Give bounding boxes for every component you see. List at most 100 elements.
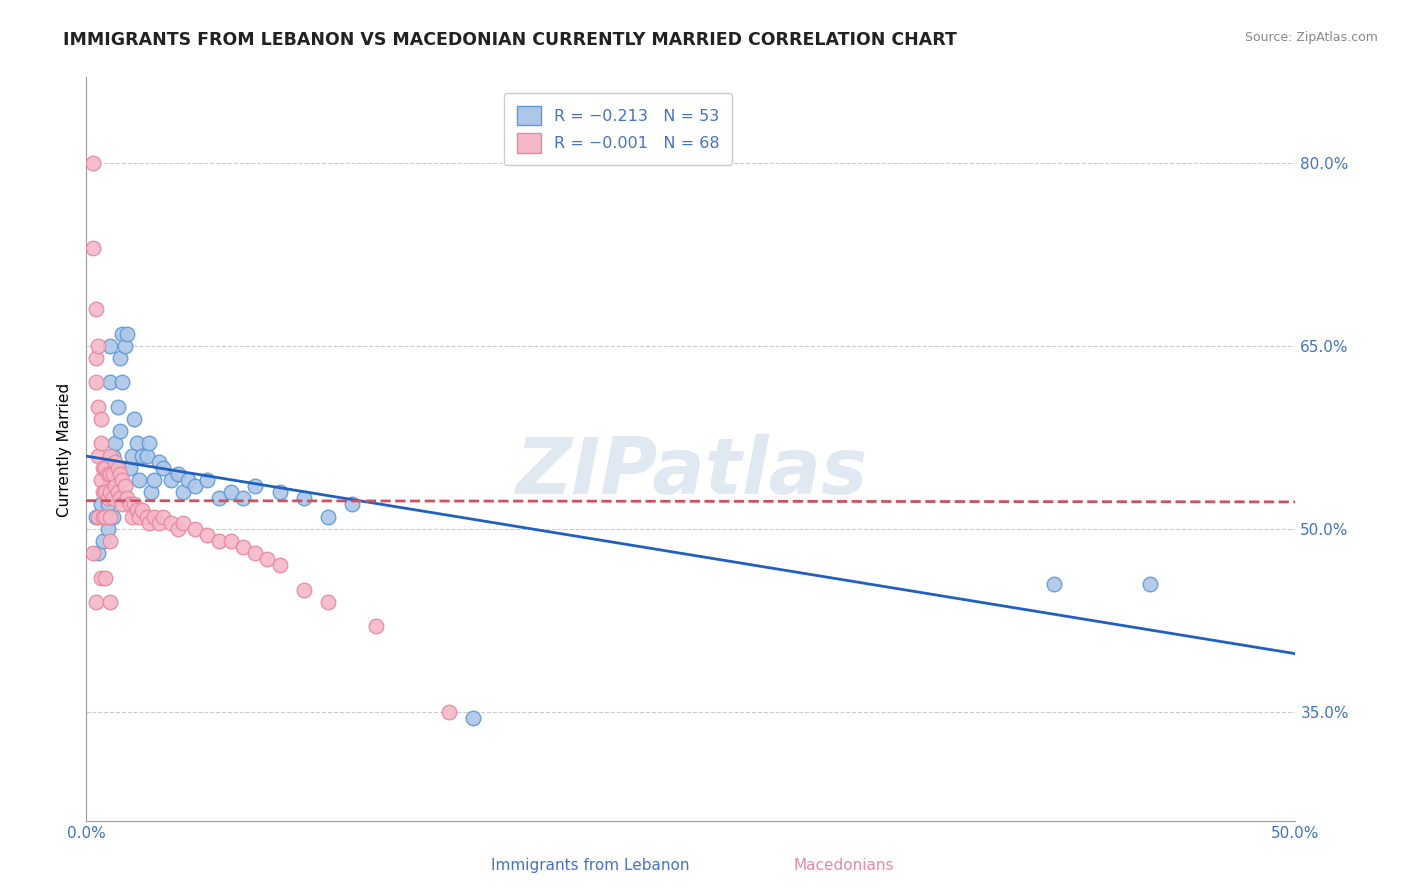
Point — [121, 449, 143, 463]
Point — [84, 595, 107, 609]
Point — [104, 485, 127, 500]
Point — [101, 509, 124, 524]
Point — [111, 376, 134, 390]
Point — [131, 503, 153, 517]
Point — [87, 546, 110, 560]
Point — [90, 436, 112, 450]
Point — [98, 339, 121, 353]
Point — [98, 509, 121, 524]
Point — [84, 376, 107, 390]
Point — [115, 491, 138, 506]
Point — [104, 479, 127, 493]
Point — [269, 485, 291, 500]
Text: ZIPatlas: ZIPatlas — [515, 434, 868, 509]
Point — [114, 479, 136, 493]
Point — [269, 558, 291, 573]
Point — [135, 449, 157, 463]
Point — [91, 533, 114, 548]
Point — [98, 595, 121, 609]
Point — [98, 533, 121, 548]
Point — [128, 473, 150, 487]
Point — [148, 455, 170, 469]
Point — [87, 400, 110, 414]
Point — [118, 497, 141, 511]
Point — [1139, 576, 1161, 591]
Text: IMMIGRANTS FROM LEBANON VS MACEDONIAN CURRENTLY MARRIED CORRELATION CHART: IMMIGRANTS FROM LEBANON VS MACEDONIAN CU… — [63, 31, 957, 49]
Point — [167, 522, 190, 536]
Point — [87, 339, 110, 353]
Point — [292, 491, 315, 506]
Point — [437, 705, 460, 719]
Point — [292, 582, 315, 597]
Point — [91, 485, 114, 500]
Point — [128, 509, 150, 524]
Point — [94, 485, 117, 500]
Point — [82, 241, 104, 255]
Point — [172, 516, 194, 530]
Point — [98, 376, 121, 390]
Y-axis label: Currently Married: Currently Married — [58, 383, 72, 516]
Point — [90, 473, 112, 487]
Point — [94, 509, 117, 524]
Point — [152, 460, 174, 475]
Point — [340, 497, 363, 511]
Point — [142, 473, 165, 487]
Point — [84, 351, 107, 365]
Point — [111, 497, 134, 511]
Legend: R = −0.213   N = 53, R = −0.001   N = 68: R = −0.213 N = 53, R = −0.001 N = 68 — [505, 93, 733, 165]
Point — [107, 485, 129, 500]
Point — [232, 540, 254, 554]
Point — [232, 491, 254, 506]
Point — [141, 485, 163, 500]
Point — [97, 491, 120, 506]
Point — [256, 552, 278, 566]
Point — [94, 509, 117, 524]
Point — [184, 479, 207, 493]
Text: Source: ZipAtlas.com: Source: ZipAtlas.com — [1244, 31, 1378, 45]
Point — [159, 473, 181, 487]
Point — [104, 436, 127, 450]
Point — [148, 516, 170, 530]
Point — [94, 485, 117, 500]
Point — [90, 497, 112, 511]
Point — [114, 339, 136, 353]
Point — [98, 485, 121, 500]
Point — [208, 491, 231, 506]
Point — [167, 467, 190, 481]
Point — [91, 509, 114, 524]
Point — [115, 326, 138, 341]
Point — [316, 509, 339, 524]
Point — [108, 491, 131, 506]
Point — [97, 497, 120, 511]
Point — [1042, 576, 1064, 591]
Point — [84, 509, 107, 524]
Point — [101, 467, 124, 481]
Point — [219, 533, 242, 548]
Point — [87, 449, 110, 463]
Point — [97, 467, 120, 481]
Point — [184, 522, 207, 536]
Point — [90, 412, 112, 426]
Point — [172, 485, 194, 500]
Point — [245, 546, 267, 560]
Point — [98, 467, 121, 481]
Point — [124, 497, 146, 511]
Point — [176, 473, 198, 487]
Point — [135, 509, 157, 524]
Point — [108, 424, 131, 438]
Point — [219, 485, 242, 500]
Point — [101, 491, 124, 506]
Point — [97, 522, 120, 536]
Point — [108, 467, 131, 481]
Point — [142, 509, 165, 524]
Point — [159, 516, 181, 530]
Point — [125, 436, 148, 450]
Point — [195, 528, 218, 542]
Point — [461, 711, 484, 725]
Point — [366, 619, 388, 633]
Point — [111, 473, 134, 487]
Point — [94, 460, 117, 475]
Point — [101, 449, 124, 463]
Point — [107, 460, 129, 475]
Text: Macedonians: Macedonians — [793, 858, 894, 872]
